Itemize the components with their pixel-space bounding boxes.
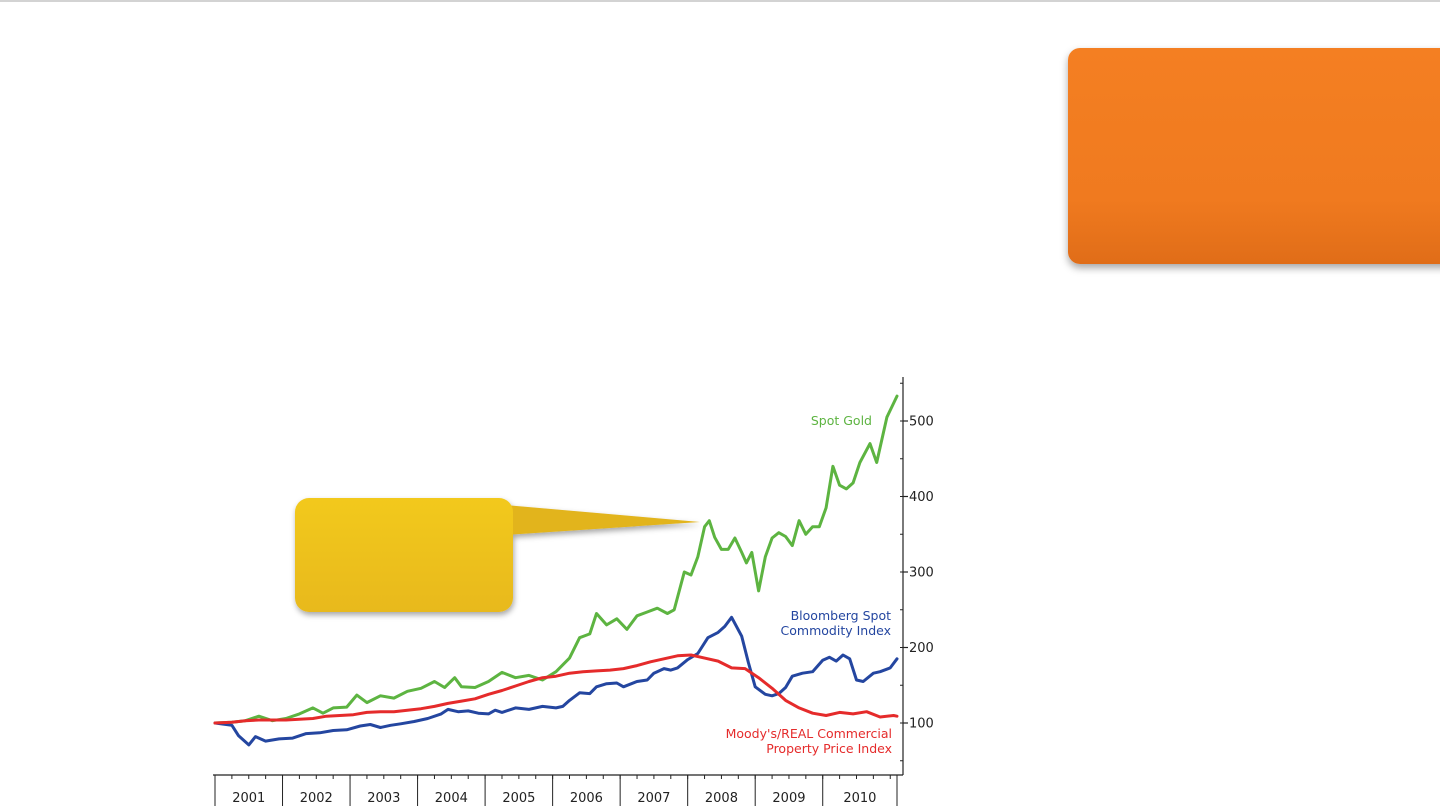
x-tick-label: 2002	[300, 791, 333, 806]
x-tick-label: 2006	[570, 791, 603, 806]
y-tick-label: 100	[909, 717, 934, 732]
chart-axes: 500 400 300 200 100 2001 2002 2003 2004 2005 2006 2…	[213, 377, 934, 806]
x-tick-label: 2003	[367, 791, 400, 806]
x-tick-label: 2005	[502, 791, 535, 806]
chart-series-lines	[213, 394, 899, 747]
x-tick-label: 2009	[772, 791, 805, 806]
yellow-callout-bubble	[295, 498, 700, 612]
y-tick-label: 300	[909, 566, 934, 581]
orange-callout-box	[1068, 48, 1440, 264]
y-tick-label: 200	[909, 641, 934, 656]
series-label: Property Price Index	[766, 741, 892, 756]
series-label: Moody's/REAL Commercial	[726, 726, 892, 741]
series-label: Commodity Index	[781, 623, 891, 638]
series-line	[213, 394, 899, 725]
x-tick-label: 2004	[435, 791, 468, 806]
y-tick-label: 500	[909, 415, 934, 430]
series-label: Spot Gold	[811, 413, 872, 428]
x-tick-label: 2010	[843, 791, 876, 806]
y-tick-label: 400	[909, 490, 934, 505]
x-tick-label: 2001	[232, 791, 265, 806]
series-line	[213, 653, 899, 725]
series-label: Bloomberg Spot	[791, 608, 891, 623]
x-tick-label: 2008	[705, 791, 738, 806]
x-tick-label: 2007	[637, 791, 670, 806]
series-line	[213, 615, 899, 747]
top-rule	[0, 0, 1440, 2]
